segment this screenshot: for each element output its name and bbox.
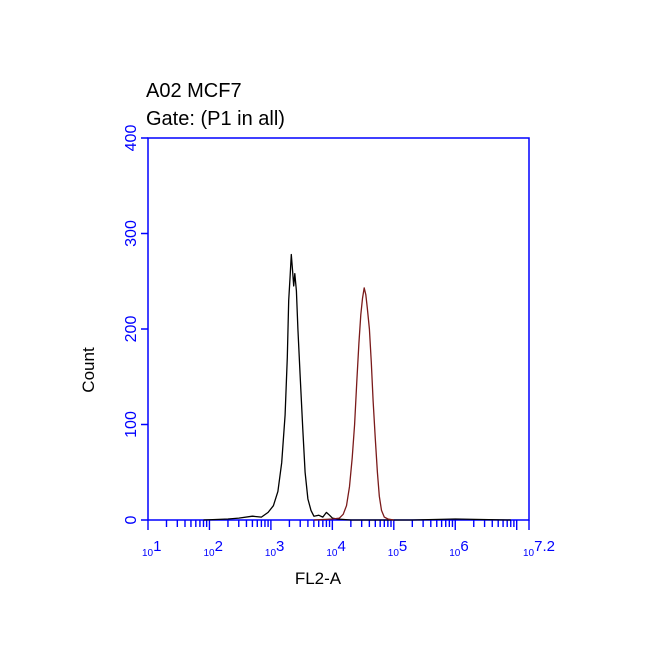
x-tick-label: 102 [203, 538, 222, 559]
x-tick-label: 103 [265, 538, 284, 559]
y-tick-label: 200 [123, 316, 140, 343]
x-tick-label: 107.2 [523, 538, 555, 559]
y-axis: 0 100 200 300 400 [123, 125, 148, 524]
x-tick-label: 104 [326, 538, 345, 559]
series-2-line [313, 287, 394, 521]
y-axis-label: Count [79, 347, 98, 393]
x-axis-label: FL2-A [295, 569, 342, 588]
x-tick-label: 101 [142, 538, 161, 559]
y-tick-label: 0 [123, 515, 140, 524]
plot-frame [147, 137, 530, 521]
y-tick-label: 300 [123, 220, 140, 247]
chart-title: A02 MCF7 [146, 80, 242, 102]
x-tick-label: 106 [449, 538, 468, 559]
y-tick-label: 400 [123, 125, 140, 152]
series-group [203, 253, 511, 521]
series-1-line [203, 253, 511, 521]
x-tick-label: 105 [388, 538, 407, 559]
x-axis: 101 102 103 104 105 106 107.2 [142, 520, 555, 559]
chart-subtitle: Gate: (P1 in all) [146, 108, 285, 130]
y-tick-label: 100 [123, 411, 140, 438]
